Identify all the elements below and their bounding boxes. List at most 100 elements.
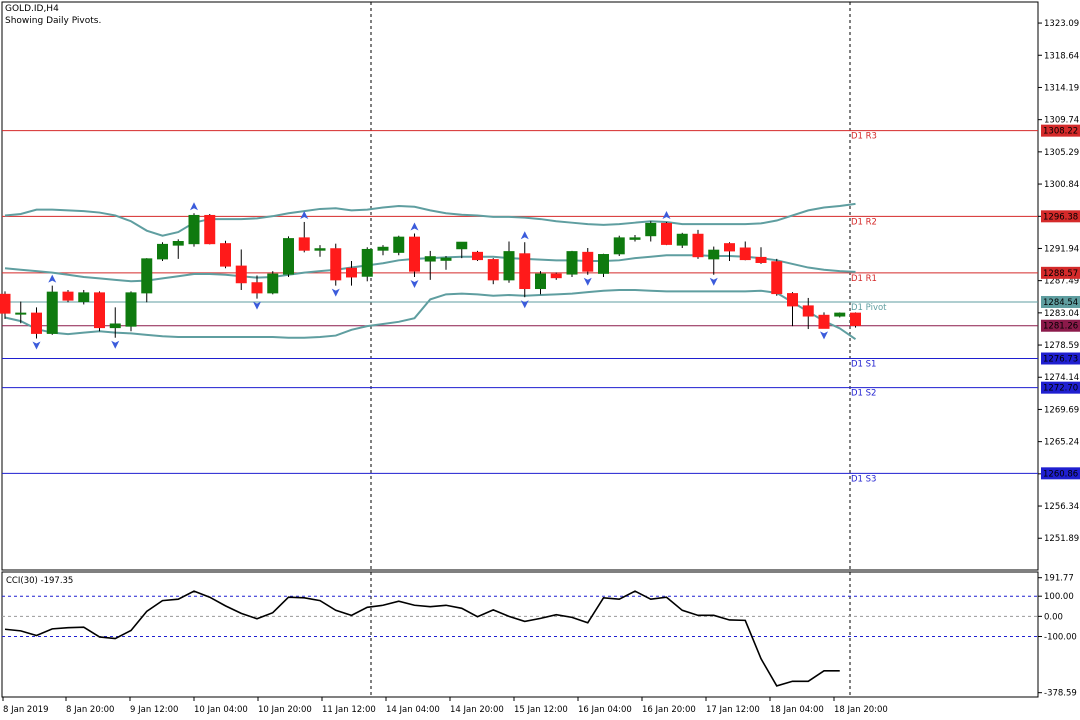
candle-body (739, 247, 751, 261)
fractal-down-arrow (820, 331, 828, 340)
candle-body (251, 282, 263, 294)
cci-axis-label: 0.00 (1044, 612, 1063, 622)
fractal-down-arrow (111, 340, 120, 349)
candle-body (15, 312, 27, 315)
price-tag (1041, 266, 1080, 279)
price-axis-label: 1291.94 (1044, 244, 1079, 254)
candle-body (850, 312, 861, 326)
chart-subtitle: Showing Daily Pivots. (5, 16, 102, 26)
candle-body (346, 267, 357, 278)
candle-body (94, 292, 105, 329)
bollinger-upper-line (4, 202, 856, 237)
candle-body (487, 259, 499, 281)
price-axis-label: 1256.34 (1044, 502, 1079, 512)
price-tag-label: 1284.54 (1043, 298, 1078, 308)
candle-body (267, 273, 279, 294)
pivot-level-label: D1 S3 (851, 474, 876, 484)
price-tag (1041, 295, 1080, 308)
fractal-up-arrow (662, 210, 671, 219)
time-axis-label: 18 Jan 20:00 (834, 705, 888, 715)
cci-axis-label: -100.00 (1044, 633, 1077, 643)
price-axis-label: 1265.24 (1044, 438, 1079, 448)
time-axis-label: 16 Jan 20:00 (642, 705, 696, 715)
candle-body (0, 293, 11, 314)
price-tag (1041, 124, 1080, 137)
candle-body (629, 237, 641, 240)
candle-body (503, 251, 515, 281)
candle-body (472, 251, 483, 261)
time-axis-label: 10 Jan 04:00 (194, 705, 248, 715)
fractal-down-arrow (253, 301, 261, 310)
price-tag (1041, 210, 1080, 223)
price-axis-label: 1323.09 (1044, 19, 1079, 29)
candle-body (424, 256, 436, 262)
candle-body (724, 243, 735, 252)
candle-body (771, 261, 783, 295)
pivot-level-label: D1 R3 (851, 132, 877, 142)
current-price-label: 1281.26 (1043, 322, 1078, 332)
bollinger-lower-line (4, 288, 857, 341)
candle-body (676, 233, 688, 246)
candle-body (204, 214, 216, 245)
candle-body (708, 249, 720, 260)
candle-body (31, 312, 42, 334)
fractal-up-arrow (48, 274, 57, 283)
candle-body (566, 251, 578, 275)
candle-body (125, 292, 137, 327)
price-axis-label: 1251.89 (1044, 534, 1079, 544)
price-tag-label: 1276.73 (1043, 355, 1078, 365)
price-axis-label: 1300.84 (1044, 180, 1079, 190)
chart-title: GOLD.ID,H4 (5, 4, 59, 14)
candle-body (818, 314, 830, 329)
candle-body (613, 237, 625, 255)
price-tag-label: 1272.70 (1043, 384, 1078, 394)
cci-panel-frame (1, 571, 1039, 698)
candle-body (456, 241, 468, 250)
cci-axis-label: 100.00 (1044, 592, 1074, 602)
candle-body (330, 248, 342, 281)
price-axis-label: 1287.49 (1044, 277, 1079, 287)
candle-body (755, 256, 767, 263)
candle-body (62, 291, 74, 301)
price-tag (1041, 381, 1080, 394)
fractal-down-arrow (709, 277, 718, 286)
candle-body (46, 291, 58, 334)
price-tag-label: 1260.86 (1043, 469, 1078, 479)
price-tag-label: 1308.22 (1043, 127, 1078, 137)
candle-body (661, 222, 672, 245)
time-axis-label: 14 Jan 20:00 (450, 705, 504, 715)
candle-body (550, 273, 562, 279)
candle-body (787, 293, 798, 307)
candle-body (535, 273, 546, 290)
pivot-level-label: D1 R1 (851, 274, 877, 284)
candle-body (802, 305, 814, 317)
candle-body (440, 257, 452, 261)
cci-title: CCI(30) -197.35 (6, 576, 73, 586)
pivot-level-label: D1 Pivot (851, 303, 887, 313)
fractal-down-arrow (32, 341, 41, 350)
candle-body (409, 236, 420, 272)
cci-axis-label: -378.59 (1044, 689, 1077, 699)
price-tag (1041, 352, 1080, 365)
price-panel-frame (1, 1, 1039, 571)
candle-body (235, 265, 247, 284)
candle-body (298, 237, 310, 251)
price-axis-label: 1283.04 (1044, 309, 1079, 319)
fractal-down-arrow (583, 277, 592, 286)
time-axis-label: 17 Jan 12:00 (706, 705, 760, 715)
pivot-level-label: D1 R2 (851, 217, 877, 227)
fractal-up-arrow (520, 231, 529, 240)
price-axis-label: 1318.64 (1044, 51, 1079, 61)
time-axis-label: 11 Jan 12:00 (322, 705, 376, 715)
current-price-tag (1041, 319, 1080, 332)
price-axis-label: 1305.29 (1044, 148, 1079, 158)
price-tag (1041, 467, 1080, 480)
time-axis-label: 16 Jan 04:00 (578, 705, 632, 715)
price-axis-label: 1278.59 (1044, 341, 1079, 351)
candle-body (314, 248, 326, 251)
price-axis-label: 1274.14 (1044, 373, 1079, 383)
time-axis-label: 10 Jan 20:00 (258, 705, 312, 715)
candle-body (645, 222, 657, 237)
fractal-up-arrow (190, 202, 198, 211)
candle-body (377, 246, 389, 251)
